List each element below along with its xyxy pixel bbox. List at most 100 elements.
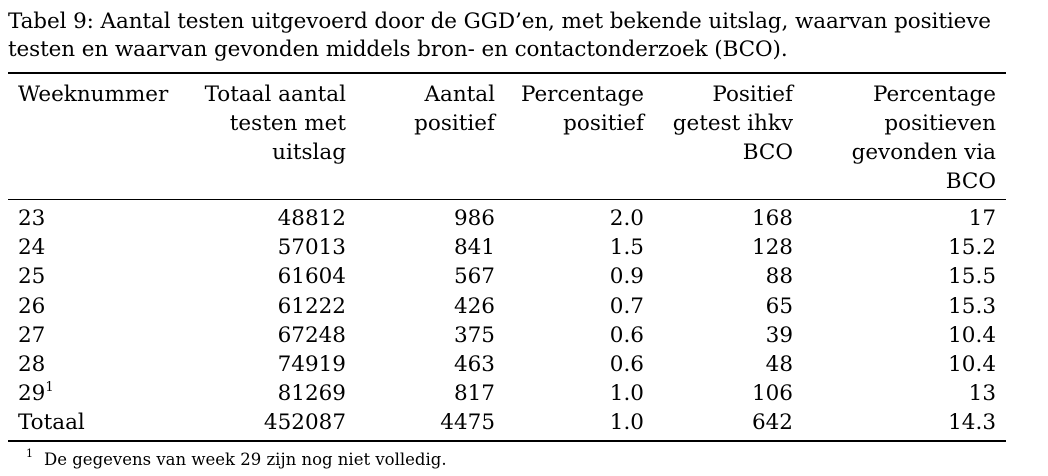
cell-pct-positive-value: 2.0 [609, 206, 644, 231]
cell-bco-positive-value: 128 [751, 235, 793, 261]
cell-pct-bco: 15.3 [820, 292, 996, 321]
cell-bco-positive: 39 [650, 321, 793, 350]
cell-bco-positive-value: 65 [765, 293, 793, 319]
cell-positive: 567 [370, 262, 495, 291]
cell-pct-bco: 15.2 [820, 233, 996, 262]
cell-pct-bco-value: 10.4 [948, 352, 996, 377]
cell-bco-positive-value: 168 [751, 206, 793, 231]
cell-total-tests: 67248 [180, 321, 346, 350]
cell-total-tests: 48812 [180, 204, 346, 233]
cell-pct-bco: 15.5 [820, 262, 996, 291]
column-header-pct-positive: Percentage positief [520, 82, 644, 136]
cell-total-tests: 57013 [180, 233, 346, 262]
cell-pct-positive: 0.6 [505, 321, 644, 350]
cell-positive-value: 567 [453, 264, 495, 290]
cell-total-tests-value: 48812 [277, 206, 346, 231]
cell-week: 26 [18, 292, 45, 321]
cell-pct-positive-value: 1.0 [609, 410, 644, 436]
cell-pct-positive: 0.6 [505, 350, 644, 379]
cell-pct-bco-value: 13 [968, 381, 996, 407]
cell-bco-positive: 128 [650, 233, 793, 262]
cell-pct-bco-value: 15.5 [948, 264, 996, 290]
cell-bco-positive: 106 [650, 379, 793, 408]
cell-bco-positive: 65 [650, 292, 793, 321]
cell-positive-value: 463 [453, 352, 495, 377]
cell-pct-positive-value: 0.6 [609, 352, 644, 377]
cell-pct-positive: 2.0 [505, 204, 644, 233]
cell-pct-positive: 0.7 [505, 292, 644, 321]
cell-pct-bco-value: 15.3 [948, 293, 996, 319]
cell-pct-bco-value: 10.4 [948, 322, 996, 348]
cell-pct-positive-value: 1.5 [609, 235, 644, 261]
cell-pct-positive-value: 0.7 [609, 293, 644, 319]
cell-bco-positive: 88 [650, 262, 793, 291]
cell-bco-positive-value: 106 [751, 381, 793, 407]
column-header-bco-positive: Positief getest ihkv BCO [672, 82, 793, 165]
cell-positive: 986 [370, 204, 495, 233]
footnote-marker: 1 [26, 447, 33, 460]
cell-pct-bco: 10.4 [820, 321, 996, 350]
cell-week: 24 [18, 233, 45, 262]
cell-total-tests-value: 81269 [277, 381, 346, 407]
table-bottom-rule [8, 440, 1006, 442]
cell-positive-value: 817 [453, 381, 495, 407]
cell-bco-positive-value: 642 [751, 410, 793, 436]
cell-total-tests-value: 452087 [263, 410, 346, 436]
cell-total-tests-value: 74919 [277, 352, 346, 377]
cell-pct-positive-value: 1.0 [609, 381, 644, 407]
cell-total-tests: 452087 [180, 408, 346, 437]
cell-positive-value: 986 [453, 206, 495, 231]
cell-bco-positive: 168 [650, 204, 793, 233]
cell-pct-positive: 1.0 [505, 408, 644, 437]
cell-positive: 4475 [370, 408, 495, 437]
column-header-positive: Aantal positief [414, 82, 495, 136]
cell-pct-bco: 17 [820, 204, 996, 233]
cell-week-value: Totaal [18, 410, 85, 436]
cell-week-value: 27 [18, 322, 46, 348]
cell-bco-positive: 642 [650, 408, 793, 437]
table-top-rule [8, 72, 1006, 74]
cell-pct-bco: 10.4 [820, 350, 996, 379]
cell-week: 23 [18, 204, 45, 233]
cell-positive-value: 841 [453, 235, 495, 261]
cell-pct-positive-value: 0.6 [609, 322, 644, 348]
cell-pct-positive: 1.0 [505, 379, 644, 408]
cell-total-tests: 61604 [180, 262, 346, 291]
cell-week-value: 25 [18, 264, 46, 290]
cell-week: Totaal [18, 408, 85, 437]
cell-bco-positive-value: 48 [765, 352, 793, 377]
cell-week-value: 23 [18, 206, 46, 231]
column-header-week: Weeknummer [18, 82, 169, 107]
cell-week-value: 29 [18, 381, 46, 407]
cell-week: 27 [18, 321, 45, 350]
cell-positive: 463 [370, 350, 495, 379]
cell-total-tests: 74919 [180, 350, 346, 379]
cell-pct-bco: 14.3 [820, 408, 996, 437]
cell-pct-bco-value: 14.3 [948, 410, 996, 436]
cell-total-tests-value: 61604 [277, 264, 346, 290]
cell-bco-positive-value: 88 [765, 264, 793, 290]
cell-total-tests-value: 61222 [277, 293, 346, 319]
cell-positive-value: 4475 [440, 410, 495, 436]
cell-week: 28 [18, 350, 45, 379]
cell-positive-value: 375 [453, 322, 495, 348]
footnote-text: De gegevens van week 29 zijn nog niet vo… [44, 450, 447, 469]
cell-total-tests: 81269 [180, 379, 346, 408]
cell-pct-positive: 1.5 [505, 233, 644, 262]
cell-week-value: 24 [18, 235, 46, 261]
table-header-rule [8, 199, 1006, 200]
cell-positive: 426 [370, 292, 495, 321]
column-header-pct-bco: Percentage positieven gevonden via BCO [851, 82, 996, 194]
cell-bco-positive: 48 [650, 350, 793, 379]
cell-week-value: 26 [18, 293, 46, 319]
cell-pct-bco: 13 [820, 379, 996, 408]
cell-positive-value: 426 [453, 293, 495, 319]
cell-total-tests: 61222 [180, 292, 346, 321]
cell-pct-positive: 0.9 [505, 262, 644, 291]
column-header-total-tests: Totaal aantal testen met uitslag [204, 82, 346, 165]
cell-week: 291 [18, 379, 54, 408]
cell-pct-positive-value: 0.9 [609, 264, 644, 290]
cell-bco-positive-value: 39 [765, 322, 793, 348]
cell-positive: 817 [370, 379, 495, 408]
table-caption: Tabel 9: Aantal testen uitgevoerd door d… [8, 9, 991, 62]
